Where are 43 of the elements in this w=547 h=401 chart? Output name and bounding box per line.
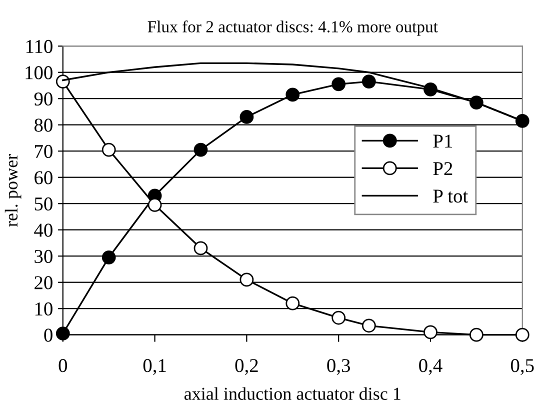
x-tick-label: 0,2 xyxy=(235,359,258,375)
y-tick-label: 100 xyxy=(26,66,52,80)
point xyxy=(332,310,346,325)
x-tick-label: 0,5 xyxy=(510,359,534,375)
point xyxy=(362,318,376,333)
x-axis-title: axial induction actuator disc 1 xyxy=(184,387,400,400)
y-axis-title: rel. power xyxy=(4,154,22,227)
y-tick-label: 20 xyxy=(34,276,52,290)
y-tick-label: 80 xyxy=(34,118,52,132)
y-tick-label: 0 xyxy=(44,328,52,342)
y-tick-label: 110 xyxy=(26,40,52,54)
legend-label: P1 xyxy=(433,134,452,148)
point xyxy=(240,272,254,287)
point xyxy=(240,110,254,124)
point xyxy=(515,328,530,342)
point xyxy=(286,296,300,310)
y-tick-label: 50 xyxy=(34,197,52,211)
point xyxy=(102,250,116,264)
x-tick-label: 0,4 xyxy=(419,359,442,375)
x-tick-label: 0,1 xyxy=(143,359,166,375)
legend-label: P tot xyxy=(433,190,468,203)
point xyxy=(148,198,162,212)
point xyxy=(332,77,346,92)
x-tick-label: 0,3 xyxy=(327,359,350,375)
point xyxy=(194,241,208,256)
point xyxy=(102,142,116,157)
y-tick-label: 60 xyxy=(34,171,52,184)
point xyxy=(362,74,376,88)
legend-label: P2 xyxy=(433,162,452,175)
point xyxy=(424,325,438,340)
point xyxy=(56,326,70,340)
point xyxy=(515,114,530,128)
y-tick-label: 90 xyxy=(34,92,52,106)
y-tick-label: 70 xyxy=(35,144,52,158)
point xyxy=(56,74,70,88)
y-tick-label: 10 xyxy=(35,302,52,316)
y-tick-label: 30 xyxy=(34,250,52,264)
point xyxy=(469,328,484,342)
chart-title: Flux for 2 actuator discs: 4.1% more output xyxy=(148,20,438,36)
x-tick-label: 0 xyxy=(58,359,68,372)
point xyxy=(194,142,208,157)
y-tick-label: 40 xyxy=(34,224,52,237)
point xyxy=(286,88,300,102)
